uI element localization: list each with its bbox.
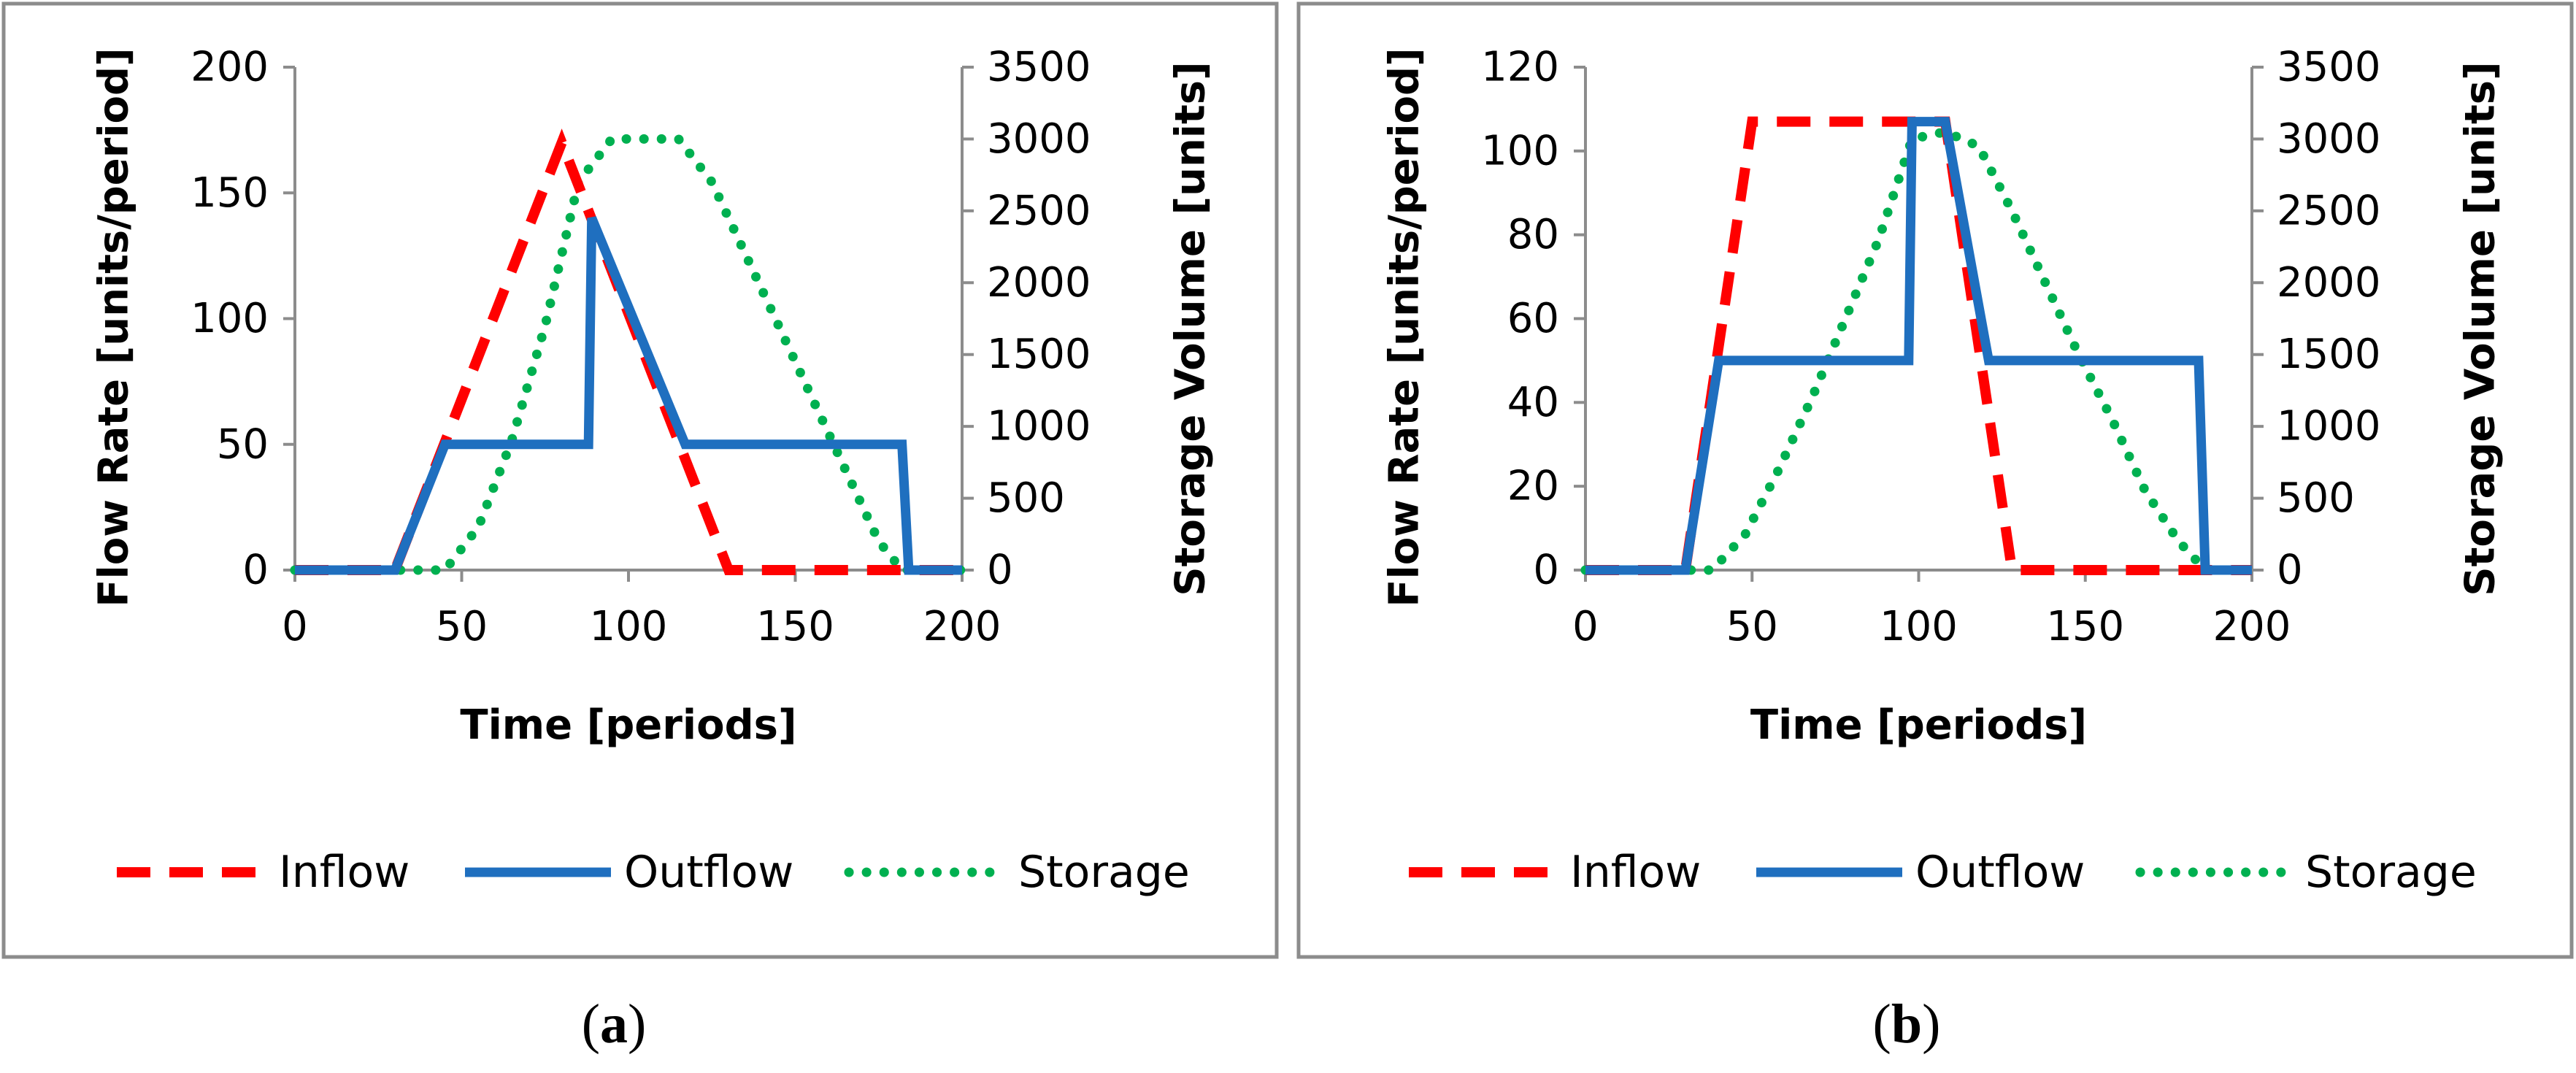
legend-item-outflow: Outflow (1756, 847, 2085, 898)
legend-item-outflow: Outflow (465, 847, 793, 898)
left-y-tick-label: 20 (1507, 463, 1559, 510)
x-tick-label: 150 (756, 603, 834, 650)
right-y-tick-label: 500 (2277, 474, 2355, 522)
legend-label: Storage (1018, 847, 1190, 898)
right-y-tick-label: 3500 (987, 44, 1091, 91)
left-y-tick-label: 40 (1507, 379, 1559, 426)
x-tick-label: 50 (436, 603, 488, 650)
right-y-tick-label: 1500 (987, 331, 1091, 378)
right-y-tick-label: 2500 (987, 187, 1091, 234)
right-y-tick-label: 0 (987, 547, 1013, 594)
panel-frame (1296, 1, 2574, 959)
subfigure-paren-open: ( (1873, 993, 1891, 1055)
right-y-tick-label: 1000 (2277, 403, 2381, 450)
right-y-axis-title: Storage Volume [units] (1167, 61, 1215, 596)
left-y-tick-label: 150 (191, 169, 269, 217)
legend-label: Outflow (1915, 847, 2085, 898)
left-y-axis-title: Flow Rate [units/period] (91, 47, 138, 607)
x-tick-label: 100 (590, 603, 668, 650)
panel-frame (1, 1, 1279, 959)
x-tick-label: 50 (1726, 603, 1778, 650)
left-y-tick-label: 80 (1507, 211, 1559, 258)
legend-item-inflow: Inflow (117, 847, 410, 898)
right-y-tick-label: 1000 (987, 403, 1091, 450)
chart-panel-b: 0204060801001200500100015002000250030003… (1296, 1, 2574, 1055)
legend-item-storage: Storage (844, 847, 1190, 898)
x-axis-title: Time [periods] (1750, 701, 2087, 749)
left-y-tick-label: 100 (1481, 127, 1559, 174)
right-y-tick-label: 500 (987, 474, 1065, 522)
right-y-tick-label: 3000 (2277, 115, 2381, 163)
left-y-tick-label: 0 (1533, 547, 1559, 594)
x-axis-title: Time [periods] (460, 701, 796, 749)
left-y-tick-label: 60 (1507, 295, 1559, 342)
subfigure-letter: a (600, 993, 628, 1055)
legend-label: Storage (2305, 847, 2477, 898)
legend-label: Outflow (624, 847, 793, 898)
left-y-tick-label: 200 (191, 44, 269, 91)
series-line-outflow (295, 216, 962, 575)
series-line-storage (1580, 126, 2257, 575)
subfigure-label: (a) (582, 993, 647, 1055)
subfigure-paren-open: ( (582, 993, 600, 1055)
legend-item-storage: Storage (2135, 847, 2477, 898)
right-y-tick-label: 3500 (2277, 44, 2381, 91)
x-tick-label: 100 (1880, 603, 1958, 650)
legend-label: Inflow (279, 847, 410, 898)
right-y-tick-label: 2500 (2277, 187, 2381, 234)
series-line-outflow (1585, 117, 2252, 575)
legend-label: Inflow (1570, 847, 1701, 898)
right-y-tick-label: 3000 (987, 115, 1091, 163)
right-y-tick-label: 2000 (2277, 259, 2381, 307)
left-y-tick-label: 0 (242, 547, 269, 594)
left-y-tick-label: 100 (191, 295, 269, 342)
x-tick-label: 200 (923, 603, 1001, 650)
x-tick-label: 200 (2213, 603, 2291, 650)
left-y-axis-title: Flow Rate [units/period] (1381, 47, 1429, 607)
subfigure-paren-close: ) (628, 993, 646, 1055)
right-y-tick-label: 1500 (2277, 331, 2381, 378)
chart-panel-a: 0501001502000500100015002000250030003500… (1, 1, 1279, 1055)
right-y-axis-title: Storage Volume [units] (2457, 61, 2504, 596)
subfigure-letter: b (1891, 993, 1922, 1055)
legend-item-inflow: Inflow (1409, 847, 1701, 898)
subfigure-paren-close: ) (1922, 993, 1940, 1055)
subfigure-label: (b) (1873, 993, 1941, 1055)
series-line-storage (290, 134, 967, 575)
x-tick-label: 150 (2046, 603, 2124, 650)
left-y-tick-label: 120 (1481, 44, 1559, 91)
right-y-tick-label: 2000 (987, 259, 1091, 307)
left-y-tick-label: 50 (217, 420, 269, 468)
x-tick-label: 0 (1572, 603, 1599, 650)
right-y-tick-label: 0 (2277, 547, 2303, 594)
x-tick-label: 0 (282, 603, 308, 650)
